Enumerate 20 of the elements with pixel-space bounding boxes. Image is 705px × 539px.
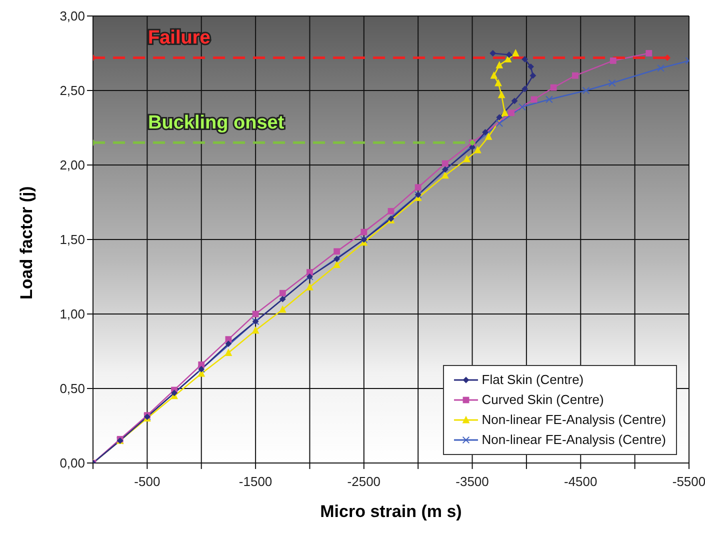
y-tick-label: 0,00: [60, 456, 85, 471]
series-label: Failure: [148, 28, 210, 49]
y-tick-label: 2,00: [60, 158, 85, 173]
legend-label: Flat Skin (Centre): [482, 371, 584, 389]
y-tick-label: 3,00: [60, 8, 85, 24]
x-tick-label: -5500: [672, 474, 705, 490]
x-axis-title: Micro strain (m s): [320, 502, 462, 521]
x-tick-label: -1500: [238, 474, 272, 490]
y-tick-label: 2,50: [60, 83, 85, 98]
y-tick-label: 1,50: [60, 232, 85, 248]
y-tick-label: 1,00: [60, 306, 85, 322]
legend-label: Non-linear FE-Analysis (Centre): [482, 411, 666, 429]
x-tick-label: -2500: [347, 474, 381, 490]
y-tick-label: 0,50: [60, 381, 85, 396]
legend-label: Non-linear FE-Analysis (Centre): [482, 431, 666, 449]
x-tick-label: -4500: [564, 474, 598, 490]
y-axis-title: Load factor (j): [17, 186, 36, 300]
legend-label: Curved Skin (Centre): [482, 391, 604, 409]
x-tick-label: -3500: [456, 474, 489, 490]
x-tick-label: -500: [134, 474, 160, 490]
